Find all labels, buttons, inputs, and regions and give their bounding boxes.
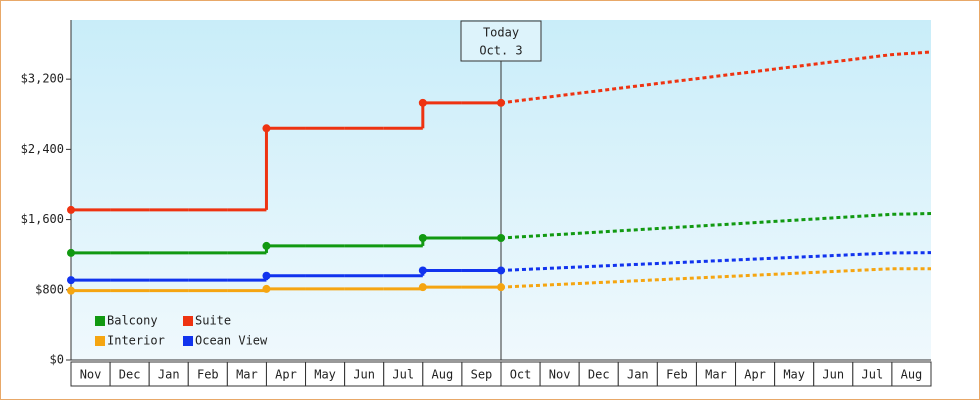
point: [418, 98, 427, 107]
point: [418, 234, 427, 243]
y-tick-label: $1,600: [21, 212, 64, 226]
x-tick-cell: [695, 361, 737, 387]
today-date: Oct. 3: [479, 44, 522, 58]
x-tick-cell: [422, 361, 463, 387]
today-box: [460, 20, 542, 62]
x-tick-label: Jun: [822, 368, 844, 382]
projection-line: [500, 212, 932, 240]
point: [67, 205, 75, 214]
legend-label: Ocean View: [195, 334, 268, 348]
point: [418, 266, 427, 275]
legend-swatch: [95, 336, 105, 346]
x-tick-label: Jan: [158, 368, 180, 382]
x-tick-cell: [148, 361, 189, 387]
x-tick-cell: [617, 361, 658, 387]
x-tick-cell: [852, 361, 893, 387]
x-tick-cell: [265, 361, 307, 387]
x-tick-cell: [187, 361, 228, 387]
legend-swatch: [183, 316, 193, 326]
point: [67, 286, 75, 295]
x-tick-label: Mar: [705, 368, 727, 382]
x-tick-label: Dec: [588, 368, 610, 382]
point: [262, 241, 271, 250]
x-tick-cell: [109, 361, 150, 387]
x-tick-label: Aug: [901, 368, 923, 382]
point: [67, 276, 75, 285]
x-tick-label: Jan: [627, 368, 649, 382]
legend-label: Balcony: [107, 314, 158, 328]
x-tick-label: May: [314, 368, 336, 382]
series: [67, 50, 932, 214]
x-tick-label: Apr: [744, 368, 766, 382]
x-tick-label: Apr: [275, 368, 297, 382]
point: [67, 248, 75, 257]
legend-label: Suite: [195, 314, 231, 328]
x-tick-label: Feb: [666, 368, 688, 382]
x-tick-label: Oct: [510, 368, 532, 382]
y-tick-label: $0: [50, 353, 64, 367]
x-tick-cell: [226, 361, 267, 387]
series: [67, 267, 931, 295]
y-tick-label: $3,200: [21, 72, 64, 86]
x-tick-cell: [305, 361, 346, 387]
x-tick-cell: [656, 361, 697, 387]
point: [418, 283, 427, 292]
x-tick-label: Aug: [432, 368, 454, 382]
point: [262, 284, 271, 293]
series: [67, 251, 932, 285]
y-tick-label: $2,400: [21, 142, 64, 156]
projection-line: [500, 267, 931, 289]
x-tick-cell: [461, 361, 502, 387]
today-label: Today: [483, 26, 519, 40]
x-tick-label: Sep: [471, 368, 493, 382]
x-tick-cell: [813, 361, 854, 387]
x-tick-cell: [344, 361, 385, 387]
x-tick-label: Nov: [80, 368, 102, 382]
x-tick-cell: [735, 361, 776, 387]
x-tick-label: Feb: [197, 368, 219, 382]
x-tick-cell: [578, 361, 619, 387]
y-tick-label: $800: [35, 282, 64, 296]
x-tick-label: Jul: [392, 368, 414, 382]
x-tick-cell: [774, 361, 815, 387]
x-tick-label: May: [783, 368, 805, 382]
series: [67, 212, 932, 257]
legend-label: Interior: [107, 334, 165, 348]
legend-swatch: [95, 316, 105, 326]
point: [262, 271, 271, 280]
point: [262, 124, 271, 133]
x-tick-label: Mar: [236, 368, 258, 382]
x-tick-label: Jun: [353, 368, 375, 382]
projection-line: [500, 251, 932, 272]
x-tick-cell: [891, 361, 932, 387]
legend-swatch: [183, 336, 193, 346]
projection-line: [500, 50, 932, 105]
x-tick-label: Dec: [119, 368, 141, 382]
x-tick-label: Jul: [862, 368, 884, 382]
x-tick-label: Nov: [549, 368, 571, 382]
x-tick-cell: [383, 361, 424, 387]
